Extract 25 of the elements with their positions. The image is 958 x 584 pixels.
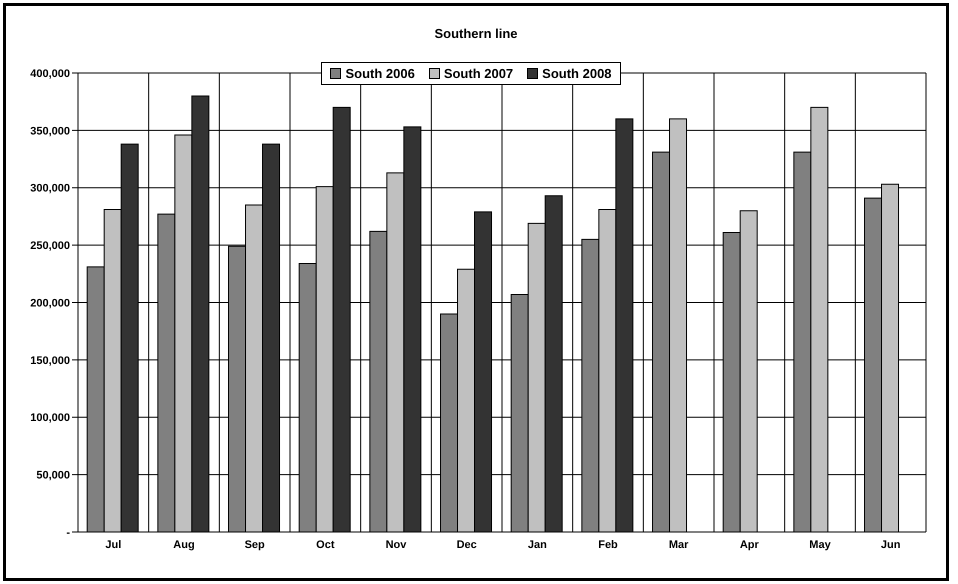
x-tick-label: May: [809, 538, 832, 551]
x-tick-label: Aug: [173, 538, 195, 551]
y-tick-label: -: [66, 526, 70, 539]
y-tick-label: 200,000: [30, 297, 70, 310]
x-tick-label: Feb: [598, 538, 618, 551]
legend-label: South 2008: [541, 66, 612, 81]
y-tick-label: 250,000: [30, 240, 70, 252]
x-tick-label: Jul: [105, 538, 122, 551]
legend-label: South 2006: [344, 66, 415, 81]
chart-title: Southern line: [433, 26, 519, 41]
y-tick-label: 100,000: [30, 412, 70, 424]
y-tick-label: 350,000: [30, 125, 70, 138]
x-tick-label: Oct: [316, 538, 335, 551]
y-tick-label: 400,000: [30, 68, 70, 80]
y-tick-label: 50,000: [36, 470, 70, 482]
x-tick-label: Apr: [740, 538, 760, 551]
y-tick-label: 150,000: [30, 354, 70, 367]
x-tick-label: Sep: [244, 538, 266, 551]
x-tick-label: Jun: [880, 538, 901, 551]
y-tick-label: 300,000: [30, 182, 70, 195]
x-tick-label: Dec: [456, 538, 477, 551]
legend-label: South 2007: [442, 66, 514, 81]
x-tick-label: Jan: [528, 538, 548, 551]
x-tick-label: Nov: [386, 538, 408, 551]
x-tick-label: Mar: [668, 538, 690, 551]
